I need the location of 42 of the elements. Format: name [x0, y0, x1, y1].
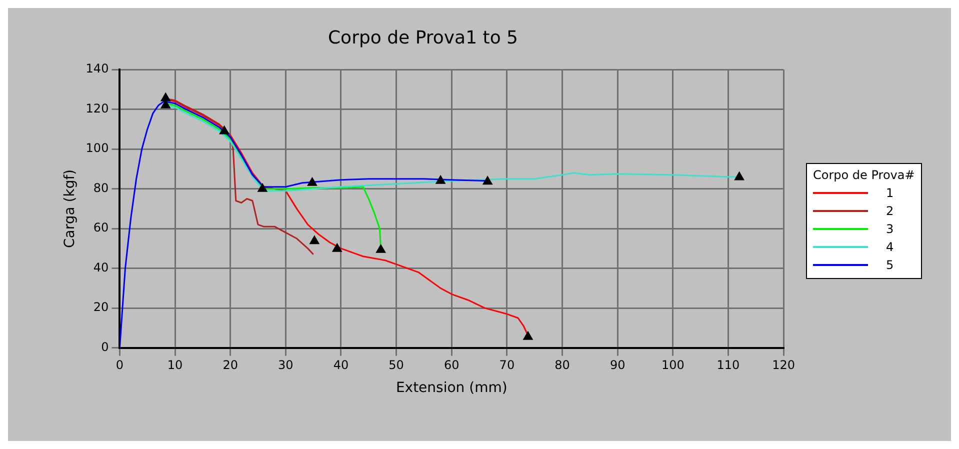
point — [436, 175, 446, 184]
y-tick-label: 40 — [93, 260, 109, 274]
point — [482, 176, 492, 185]
x-tick-label: 120 — [772, 358, 795, 372]
x-tick-label: 20 — [222, 358, 238, 372]
x-tick-label: 90 — [610, 358, 626, 372]
x-tick-label: 0 — [116, 358, 124, 372]
x-tick-label: 80 — [554, 358, 570, 372]
y-tick-label: 60 — [93, 220, 109, 235]
x-axis-title: Extension (mm) — [396, 380, 508, 396]
x-tick-label: 10 — [167, 358, 183, 372]
y-tick-label: 140 — [86, 62, 109, 76]
point — [307, 177, 318, 186]
legend-label: 5 — [886, 258, 894, 272]
point — [160, 100, 170, 108]
point — [332, 243, 342, 252]
y-axis-title: Carga (kgf) — [62, 169, 78, 248]
point — [523, 331, 533, 340]
legend-label: 1 — [886, 186, 894, 200]
x-tick-label: 100 — [661, 358, 684, 372]
x-tick-label: 60 — [444, 358, 460, 372]
point — [219, 126, 230, 134]
x-tick-label: 40 — [333, 358, 349, 372]
x-tick-label: 30 — [278, 358, 294, 372]
point — [376, 244, 386, 253]
x-tick-label: 70 — [499, 358, 515, 372]
y-tick-label: 80 — [93, 180, 109, 195]
point — [258, 183, 268, 192]
point — [310, 236, 320, 244]
legend-title: Corpo de Prova# — [813, 168, 915, 182]
legend-label: 2 — [886, 204, 894, 218]
y-tick-label: 20 — [93, 300, 109, 314]
chart-title: Corpo de Prova1 to 5 — [328, 27, 518, 48]
y-tick-label: 0 — [101, 340, 109, 354]
y-tick-label: 100 — [86, 141, 109, 156]
legend-label: 3 — [886, 222, 894, 236]
point — [734, 172, 744, 180]
x-tick-label: 50 — [388, 358, 404, 372]
legend-label: 4 — [886, 240, 894, 254]
y-tick-label: 120 — [86, 101, 109, 116]
point — [160, 92, 170, 102]
x-tick-label: 110 — [716, 358, 740, 372]
